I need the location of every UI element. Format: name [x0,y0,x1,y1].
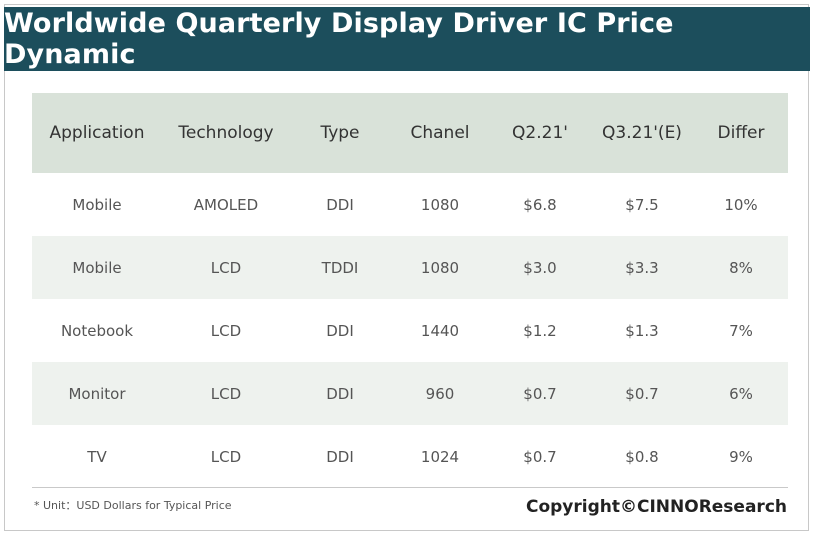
cell-q2: $0.7 [523,447,557,466]
cell-q3: $3.3 [625,258,659,277]
header-application: Application [49,123,145,143]
cell-type: DDI [326,447,354,466]
cell-type: DDI [326,195,354,214]
cell-chanel: 1080 [420,258,460,277]
page-title: Worldwide Quarterly Display Driver IC Pr… [4,8,674,70]
cell-differ: 7% [729,321,753,340]
table-row: Monitor LCD DDI 960 $0.7 $0.7 6% [32,362,788,425]
header-q2: Q2.21' [512,123,568,143]
cell-differ: 10% [724,195,758,214]
cell-technology: LCD [210,321,242,340]
image-frame [4,4,809,531]
cell-type: DDI [326,321,354,340]
header-q3: Q3.21'(E) [602,123,682,143]
price-table-container: Application Technology Type Chanel Q2.21… [32,93,788,488]
footer-divider [32,487,788,488]
cell-type: DDI [326,384,354,403]
title-banner: Worldwide Quarterly Display Driver IC Pr… [4,7,810,71]
price-table: Application Technology Type Chanel Q2.21… [32,93,788,488]
cell-type: TDDI [321,258,359,277]
cell-chanel: 1080 [420,195,460,214]
table-row: Mobile AMOLED DDI 1080 $6.8 $7.5 10% [32,173,788,236]
cell-q2: $0.7 [523,384,557,403]
copyright-notice: Copyright©CINNOResearch [525,497,787,517]
cell-chanel: 960 [425,384,455,403]
cell-technology: LCD [210,258,242,277]
cell-q2: $6.8 [523,195,557,214]
cell-chanel: 1440 [420,321,460,340]
cell-technology: LCD [210,447,242,466]
cell-application: Notebook [60,321,134,340]
cell-q3: $0.8 [625,447,659,466]
header-type: Type [320,123,360,143]
header-differ: Differ [717,123,765,143]
cell-q3: $7.5 [625,195,659,214]
cell-technology: AMOLED [193,195,259,214]
table-row: Notebook LCD DDI 1440 $1.2 $1.3 7% [32,299,788,362]
cell-application: Mobile [72,195,122,214]
cell-chanel: 1024 [420,447,460,466]
cell-application: TV [87,447,107,466]
cell-q3: $0.7 [625,384,659,403]
header-technology: Technology [178,123,274,143]
table-row: TV LCD DDI 1024 $0.7 $0.8 9% [32,425,788,488]
cell-technology: LCD [210,384,242,403]
cell-q2: $1.2 [523,321,557,340]
table-row: Mobile LCD TDDI 1080 $3.0 $3.3 8% [32,236,788,299]
table-header-row: Application Technology Type Chanel Q2.21… [32,93,788,173]
cell-differ: 9% [729,447,753,466]
cell-application: Monitor [68,384,126,403]
header-chanel: Chanel [410,123,470,143]
cell-q2: $3.0 [523,258,557,277]
cell-application: Mobile [72,258,122,277]
cell-q3: $1.3 [625,321,659,340]
unit-footnote: * Unit：USD Dollars for Typical Price [34,499,232,512]
cell-differ: 6% [729,384,753,403]
cell-differ: 8% [729,258,753,277]
